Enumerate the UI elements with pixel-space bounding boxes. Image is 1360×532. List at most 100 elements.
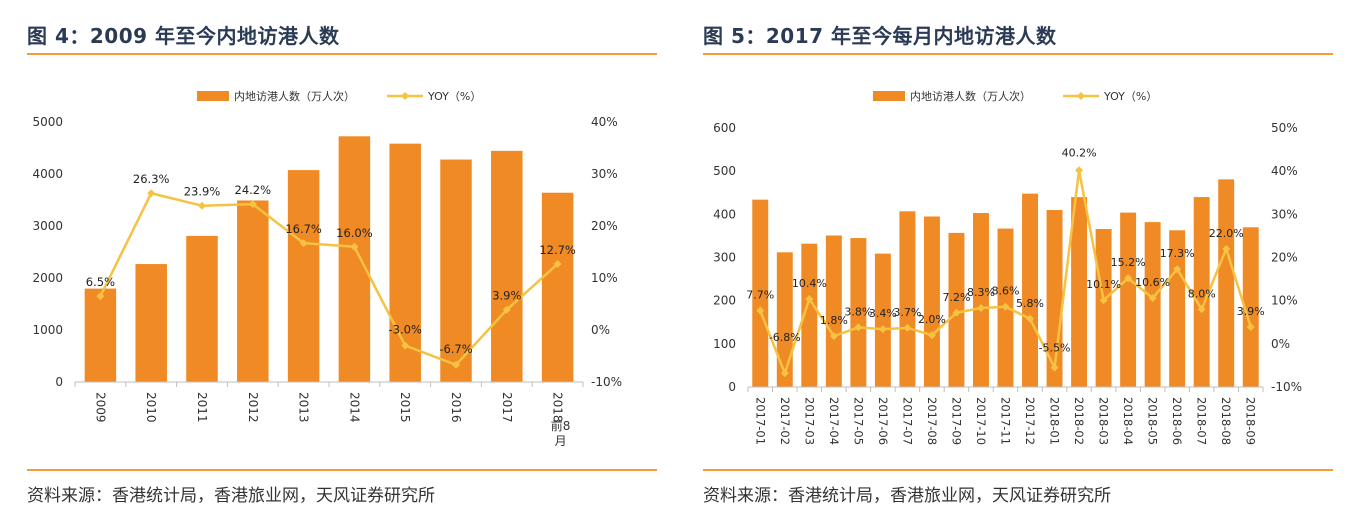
bar bbox=[1071, 197, 1088, 387]
yoy-data-label: 5.8% bbox=[1016, 297, 1044, 310]
yoy-point bbox=[198, 201, 206, 210]
x-tick-label: 2017-08 bbox=[925, 397, 939, 445]
y-tick-label: 500 bbox=[713, 164, 736, 178]
yoy-point bbox=[452, 360, 460, 369]
x-tick-label: 2017-09 bbox=[949, 397, 963, 445]
yoy-line bbox=[99, 191, 559, 367]
y2-tick-label: 10% bbox=[1271, 294, 1298, 308]
left-figure-title: 图 4：2009 年至今内地访港人数 bbox=[27, 24, 340, 48]
yoy-data-label: 12.7% bbox=[539, 243, 576, 257]
y-tick-label: 3000 bbox=[32, 219, 63, 233]
yoy-data-label: 7.7% bbox=[746, 289, 774, 302]
x-tick-label: 2009 bbox=[93, 392, 107, 423]
yoy-point bbox=[829, 332, 838, 341]
bar bbox=[850, 238, 867, 387]
x-tick-label: 2017 bbox=[500, 392, 514, 423]
bar bbox=[752, 199, 769, 387]
yoy-data-label: 10.1% bbox=[1086, 278, 1121, 291]
right-panel: 图 5：2017 年至今每月内地访港人数 内地访港人数（万人次） YOY（%） 0 1… bbox=[703, 0, 1333, 532]
x-tick-label-extra: 前8 bbox=[551, 418, 571, 433]
yoy-point bbox=[401, 341, 410, 350]
y-tick-label: 0 bbox=[728, 380, 736, 394]
y-tick-label: 0 bbox=[55, 375, 63, 389]
legend-line-label: YOY（%） bbox=[427, 90, 481, 103]
bar bbox=[874, 253, 891, 387]
yoy-data-label: 17.3% bbox=[1160, 247, 1195, 260]
x-tick-label: 2013 bbox=[297, 392, 311, 423]
bar bbox=[1169, 230, 1186, 387]
x-tick-label: 2017-05 bbox=[851, 397, 865, 445]
yoy-data-label: 3.8% bbox=[844, 305, 872, 318]
x-tick-label: 2015 bbox=[398, 392, 412, 423]
yoy-point bbox=[1148, 294, 1157, 303]
legend-bar-swatch bbox=[197, 91, 229, 101]
y2-tick-label: -10% bbox=[591, 375, 622, 389]
y2-tick-label: 0% bbox=[1271, 337, 1290, 351]
yoy-point bbox=[756, 306, 765, 315]
yoy-point bbox=[1222, 244, 1231, 253]
yoy-point bbox=[1173, 265, 1182, 274]
x-tick-label: 2018-05 bbox=[1146, 397, 1160, 445]
x-tick-label: 2017-04 bbox=[827, 397, 841, 445]
yoy-point bbox=[350, 242, 359, 251]
bar bbox=[84, 288, 117, 382]
yoy-point bbox=[1099, 296, 1108, 305]
yoy-data-label: -5.5% bbox=[1039, 342, 1071, 355]
x-tick-label: 2018-06 bbox=[1170, 397, 1184, 445]
yoy-data-label: 3.7% bbox=[893, 306, 921, 319]
yoy-data-label: 2.0% bbox=[918, 313, 946, 326]
legend-bar-label: 内地访港人数（万人次） bbox=[234, 89, 355, 103]
yoy-point bbox=[248, 200, 257, 209]
bar bbox=[1218, 179, 1235, 387]
x-tick-label: 2010 bbox=[144, 392, 158, 423]
yoy-data-label: 16.0% bbox=[336, 226, 373, 240]
yoy-point bbox=[878, 325, 887, 334]
yoy-point bbox=[903, 323, 912, 332]
bar bbox=[825, 235, 842, 387]
y-tick-label: 400 bbox=[713, 207, 736, 221]
x-tick-label-extra: 月 bbox=[555, 434, 567, 448]
x-tick-label: 2017-11 bbox=[999, 397, 1013, 445]
yoy-point bbox=[147, 189, 156, 198]
y2-tick-label: 20% bbox=[1271, 251, 1298, 265]
right-bottom-rule bbox=[703, 469, 1333, 471]
yoy-data-label: -6.7% bbox=[439, 342, 472, 356]
bar bbox=[541, 192, 574, 382]
bar bbox=[973, 213, 989, 387]
yoy-data-label: 3.4% bbox=[869, 307, 897, 320]
bar bbox=[899, 211, 916, 387]
x-tick-label: 2018 bbox=[551, 392, 565, 423]
yoy-data-label: 26.3% bbox=[133, 172, 170, 186]
x-tick-label: 2018-07 bbox=[1195, 397, 1209, 445]
y2-tick-label: 40% bbox=[591, 115, 618, 129]
chart-legend: 内地访港人数（万人次） YOY（%） bbox=[197, 89, 481, 103]
yoy-point bbox=[780, 369, 789, 378]
x-tick-label: 2014 bbox=[347, 392, 361, 423]
y2-tick-label: 30% bbox=[591, 167, 618, 181]
left-chart: 内地访港人数（万人次） YOY（%） 0 1000 2000 3000 4000 5000 -1… bbox=[32, 89, 622, 448]
bar bbox=[1193, 197, 1210, 387]
y2-tick-label: 40% bbox=[1271, 164, 1298, 178]
bar bbox=[491, 150, 523, 382]
yoy-point bbox=[502, 305, 511, 314]
y-tick-label: 2000 bbox=[32, 271, 63, 285]
legend-bar-label: 内地访港人数（万人次） bbox=[910, 89, 1031, 103]
y-tick-label: 600 bbox=[713, 121, 736, 135]
y-tick-label: 200 bbox=[713, 294, 736, 308]
legend-bar-swatch bbox=[873, 91, 905, 101]
x-tick-label: 2017-02 bbox=[778, 397, 792, 445]
yoy-point bbox=[1001, 302, 1010, 311]
yoy-point bbox=[952, 308, 961, 317]
x-tick-label: 2018-02 bbox=[1072, 397, 1086, 445]
bar bbox=[338, 136, 371, 382]
yoy-point bbox=[1197, 305, 1206, 314]
y2-tick-label: -10% bbox=[1271, 380, 1302, 394]
y2-tick-label: 10% bbox=[591, 271, 618, 285]
left-top-rule bbox=[27, 53, 657, 55]
yoy-data-label: 8.0% bbox=[1188, 287, 1216, 300]
yoy-point bbox=[927, 331, 936, 340]
yoy-point bbox=[854, 323, 863, 332]
yoy-point bbox=[1246, 322, 1255, 331]
bar bbox=[1120, 212, 1137, 387]
left-source-note: 资料来源：香港统计局，香港旅业网，天风证券研究所 bbox=[27, 486, 435, 506]
